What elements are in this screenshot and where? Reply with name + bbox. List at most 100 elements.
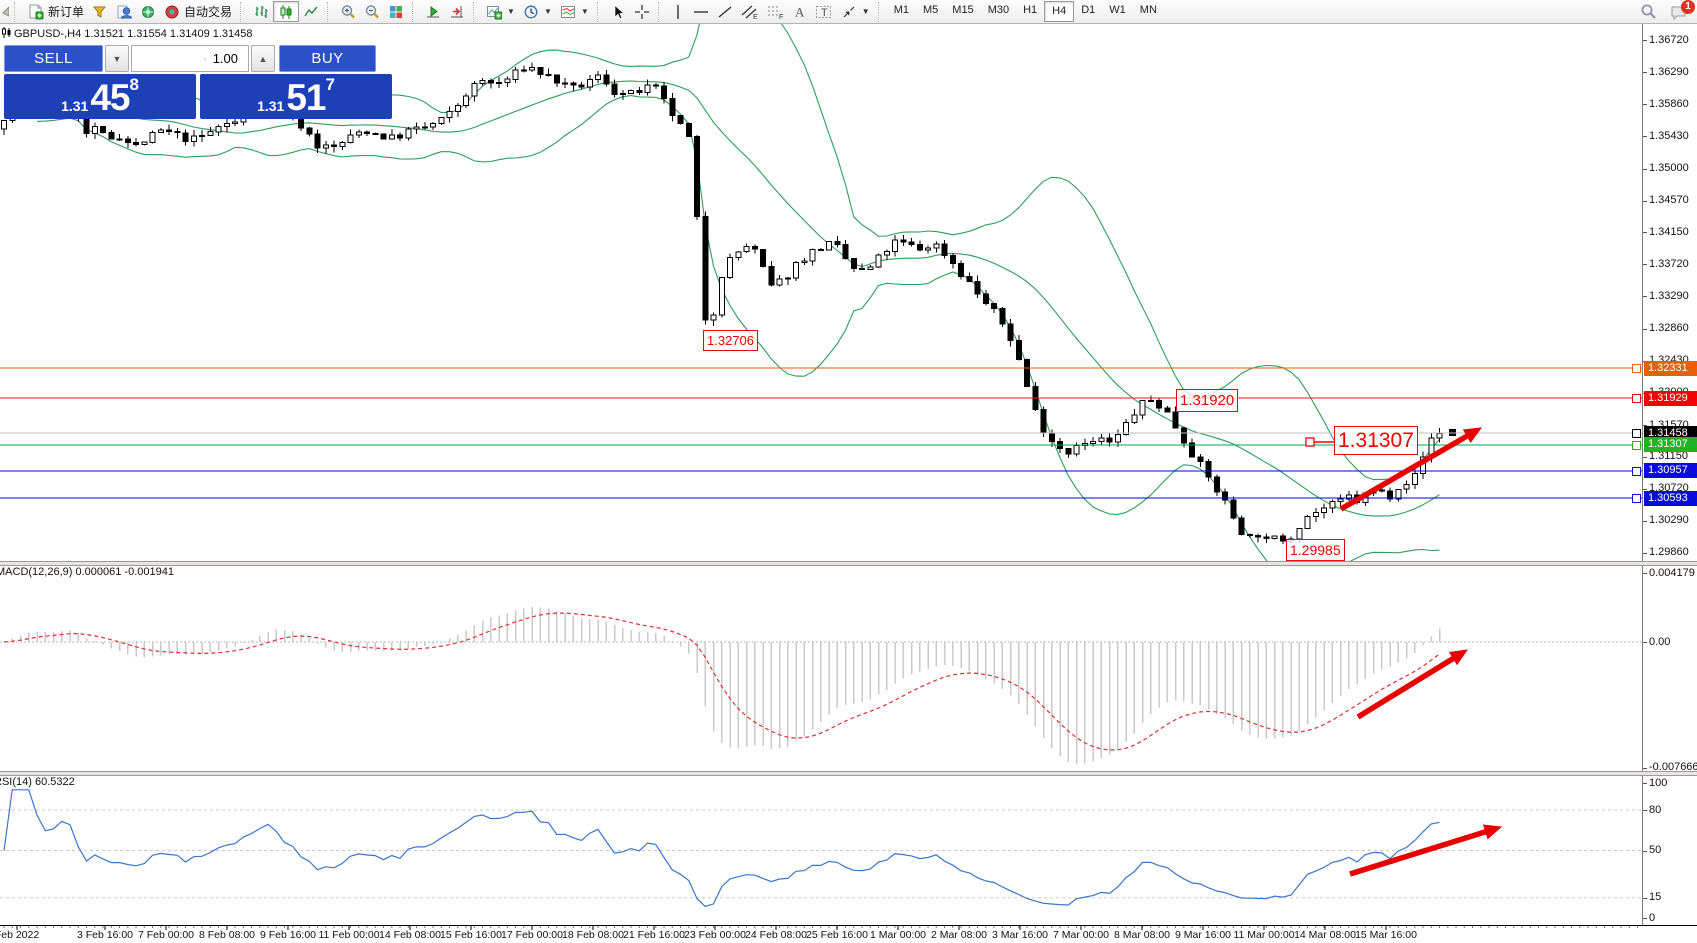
one-click-trade-panel: SELL ▼ ◦ 1.00 ▲ BUY 1.31 45 8 1.31 51 7	[4, 45, 394, 119]
price-annotation[interactable]: 1.32706	[703, 330, 758, 351]
level-handle[interactable]	[1632, 364, 1641, 374]
sell-quote[interactable]: 1.31 45 8	[4, 74, 196, 119]
axis-tick-label: 1.29860	[1649, 546, 1689, 559]
bar-chart-button[interactable]	[249, 1, 273, 23]
horizontal-line-button[interactable]	[689, 1, 713, 23]
timeframe-button-w1[interactable]: W1	[1109, 4, 1126, 16]
fibonacci-button[interactable]: F	[763, 1, 789, 23]
time-axis-label: Feb 2022	[0, 929, 40, 941]
rsi-scale-label: 80	[1649, 803, 1662, 816]
profile-button[interactable]	[112, 1, 136, 23]
axis-tick-mark	[1643, 72, 1647, 74]
level-handle[interactable]	[1632, 440, 1641, 450]
arrows-button[interactable]: ▼	[837, 1, 874, 23]
macd-panel[interactable]	[0, 564, 1642, 771]
volume-dot: ◦	[203, 53, 207, 64]
timeframe-button-h1[interactable]: H1	[1023, 4, 1038, 16]
chart-shift-button[interactable]	[445, 1, 469, 23]
price-axis[interactable]: 1.36720 1.36290 1.35860 1.35430 1.35000 1.345…	[1642, 24, 1697, 925]
price-annotation[interactable]: 1.31307	[1334, 426, 1418, 455]
time-axis-label: 14 Mar 08:00	[1294, 929, 1356, 941]
timeframe-button-m5[interactable]: M5	[923, 4, 939, 16]
timeframe-button-m15[interactable]: M15	[952, 4, 974, 16]
axis-tick-mark	[1643, 850, 1647, 852]
volume-input[interactable]: ◦ 1.00	[131, 45, 249, 72]
panel-divider-macd[interactable]	[0, 561, 1697, 566]
trendline-button[interactable]	[713, 1, 737, 23]
notifications-button[interactable]: 1	[1667, 0, 1695, 22]
timeframe-button-mn[interactable]: MN	[1139, 4, 1157, 16]
bar-chart-icon	[253, 4, 269, 20]
indicators-button[interactable]: ▼	[482, 1, 519, 23]
equidistant-channel-button[interactable]: E	[737, 1, 763, 23]
buy-button[interactable]: BUY	[279, 45, 376, 72]
crosshair-button[interactable]	[630, 1, 654, 23]
buy-price-big: 51	[286, 77, 326, 118]
auto-scroll-button[interactable]	[421, 1, 445, 23]
zoom-in-icon	[340, 4, 356, 20]
zoom-in-button[interactable]	[336, 1, 360, 23]
tile-windows-icon	[388, 4, 404, 20]
level-handle[interactable]	[1632, 429, 1641, 439]
new-order-button[interactable]: 新订单	[23, 1, 88, 23]
new-order-label: 新订单	[48, 5, 85, 19]
toolbar-separator	[327, 1, 333, 22]
indicators-icon	[486, 4, 503, 20]
vertical-line-button[interactable]	[667, 1, 689, 23]
volume-decrease-button[interactable]: ▼	[105, 45, 129, 72]
level-handle[interactable]	[1632, 494, 1641, 504]
time-axis-label: 2 Mar 08:00	[930, 929, 988, 941]
crosshair-icon	[634, 4, 650, 20]
timeframe-button-h4[interactable]: H4	[1044, 1, 1075, 22]
search-button[interactable]	[1636, 1, 1661, 23]
text-button[interactable]: A	[789, 1, 811, 23]
cursor-button[interactable]	[606, 1, 630, 23]
line-chart-button[interactable]	[299, 1, 323, 23]
text-icon: A	[793, 4, 807, 20]
axis-tick-label: 1.32860	[1649, 322, 1689, 335]
history-button[interactable]	[88, 1, 112, 23]
time-axis-label: 3 Mar 16:00	[991, 929, 1049, 941]
axis-tick-label: 1.36290	[1649, 65, 1689, 78]
axis-tick-label: 1.35860	[1649, 97, 1689, 110]
timeframe-button-d1[interactable]: D1	[1081, 4, 1096, 16]
autotrading-button[interactable]: 自动交易	[160, 1, 236, 23]
timeframe-button-m30[interactable]: M30	[987, 4, 1010, 16]
zoom-out-button[interactable]	[360, 1, 384, 23]
level-handle[interactable]	[1632, 466, 1641, 476]
axis-tick-label: 1.33720	[1649, 257, 1689, 270]
panel-divider-rsi[interactable]	[0, 771, 1697, 776]
rsi-label: RSI(14) 60.5322	[0, 776, 75, 788]
price-tag: 1.31458	[1644, 425, 1697, 441]
time-axis-label: 15 Mar 16:00	[1355, 929, 1417, 941]
community-button[interactable]	[136, 1, 160, 23]
axis-tick-mark	[1643, 40, 1647, 41]
time-axis-label: 1 Mar 00:00	[869, 929, 927, 941]
volume-increase-button[interactable]: ▲	[251, 45, 275, 72]
time-axis-label: 11 Mar 00:00	[1233, 929, 1295, 941]
svg-text:E: E	[753, 14, 758, 20]
templates-button[interactable]: ▼	[556, 1, 593, 23]
toolbar: 新订单 自动交易	[0, 0, 1697, 24]
rsi-panel[interactable]	[0, 774, 1642, 924]
vertical-line-icon	[671, 4, 685, 20]
price-annotation[interactable]: 1.31920	[1176, 389, 1239, 412]
buy-quote[interactable]: 1.31 51 7	[200, 74, 392, 119]
axis-tick-mark	[1643, 767, 1647, 769]
sell-button[interactable]: SELL	[4, 45, 103, 72]
toolbar-separator	[473, 1, 479, 22]
candlestick-chart-button[interactable]	[273, 1, 300, 22]
price-annotation[interactable]: 1.29985	[1286, 539, 1345, 561]
axis-tick-mark	[1643, 783, 1647, 784]
level-handle[interactable]	[1632, 394, 1641, 404]
rsi-scale-label: 15	[1649, 891, 1662, 904]
periods-button[interactable]: ▼	[519, 1, 556, 23]
axis-tick-label: 1.35000	[1649, 162, 1689, 175]
tile-windows-button[interactable]	[384, 1, 408, 23]
time-axis[interactable]: Feb 2022 3 Feb 16:007 Feb 00:008 Feb 08:0…	[0, 925, 1697, 943]
text-label-button[interactable]: T	[811, 1, 837, 23]
timeframe-button-m1[interactable]: M1	[893, 4, 909, 16]
notification-badge: 1	[1681, 0, 1695, 14]
macd-scale-label: 0.00	[1649, 635, 1671, 648]
